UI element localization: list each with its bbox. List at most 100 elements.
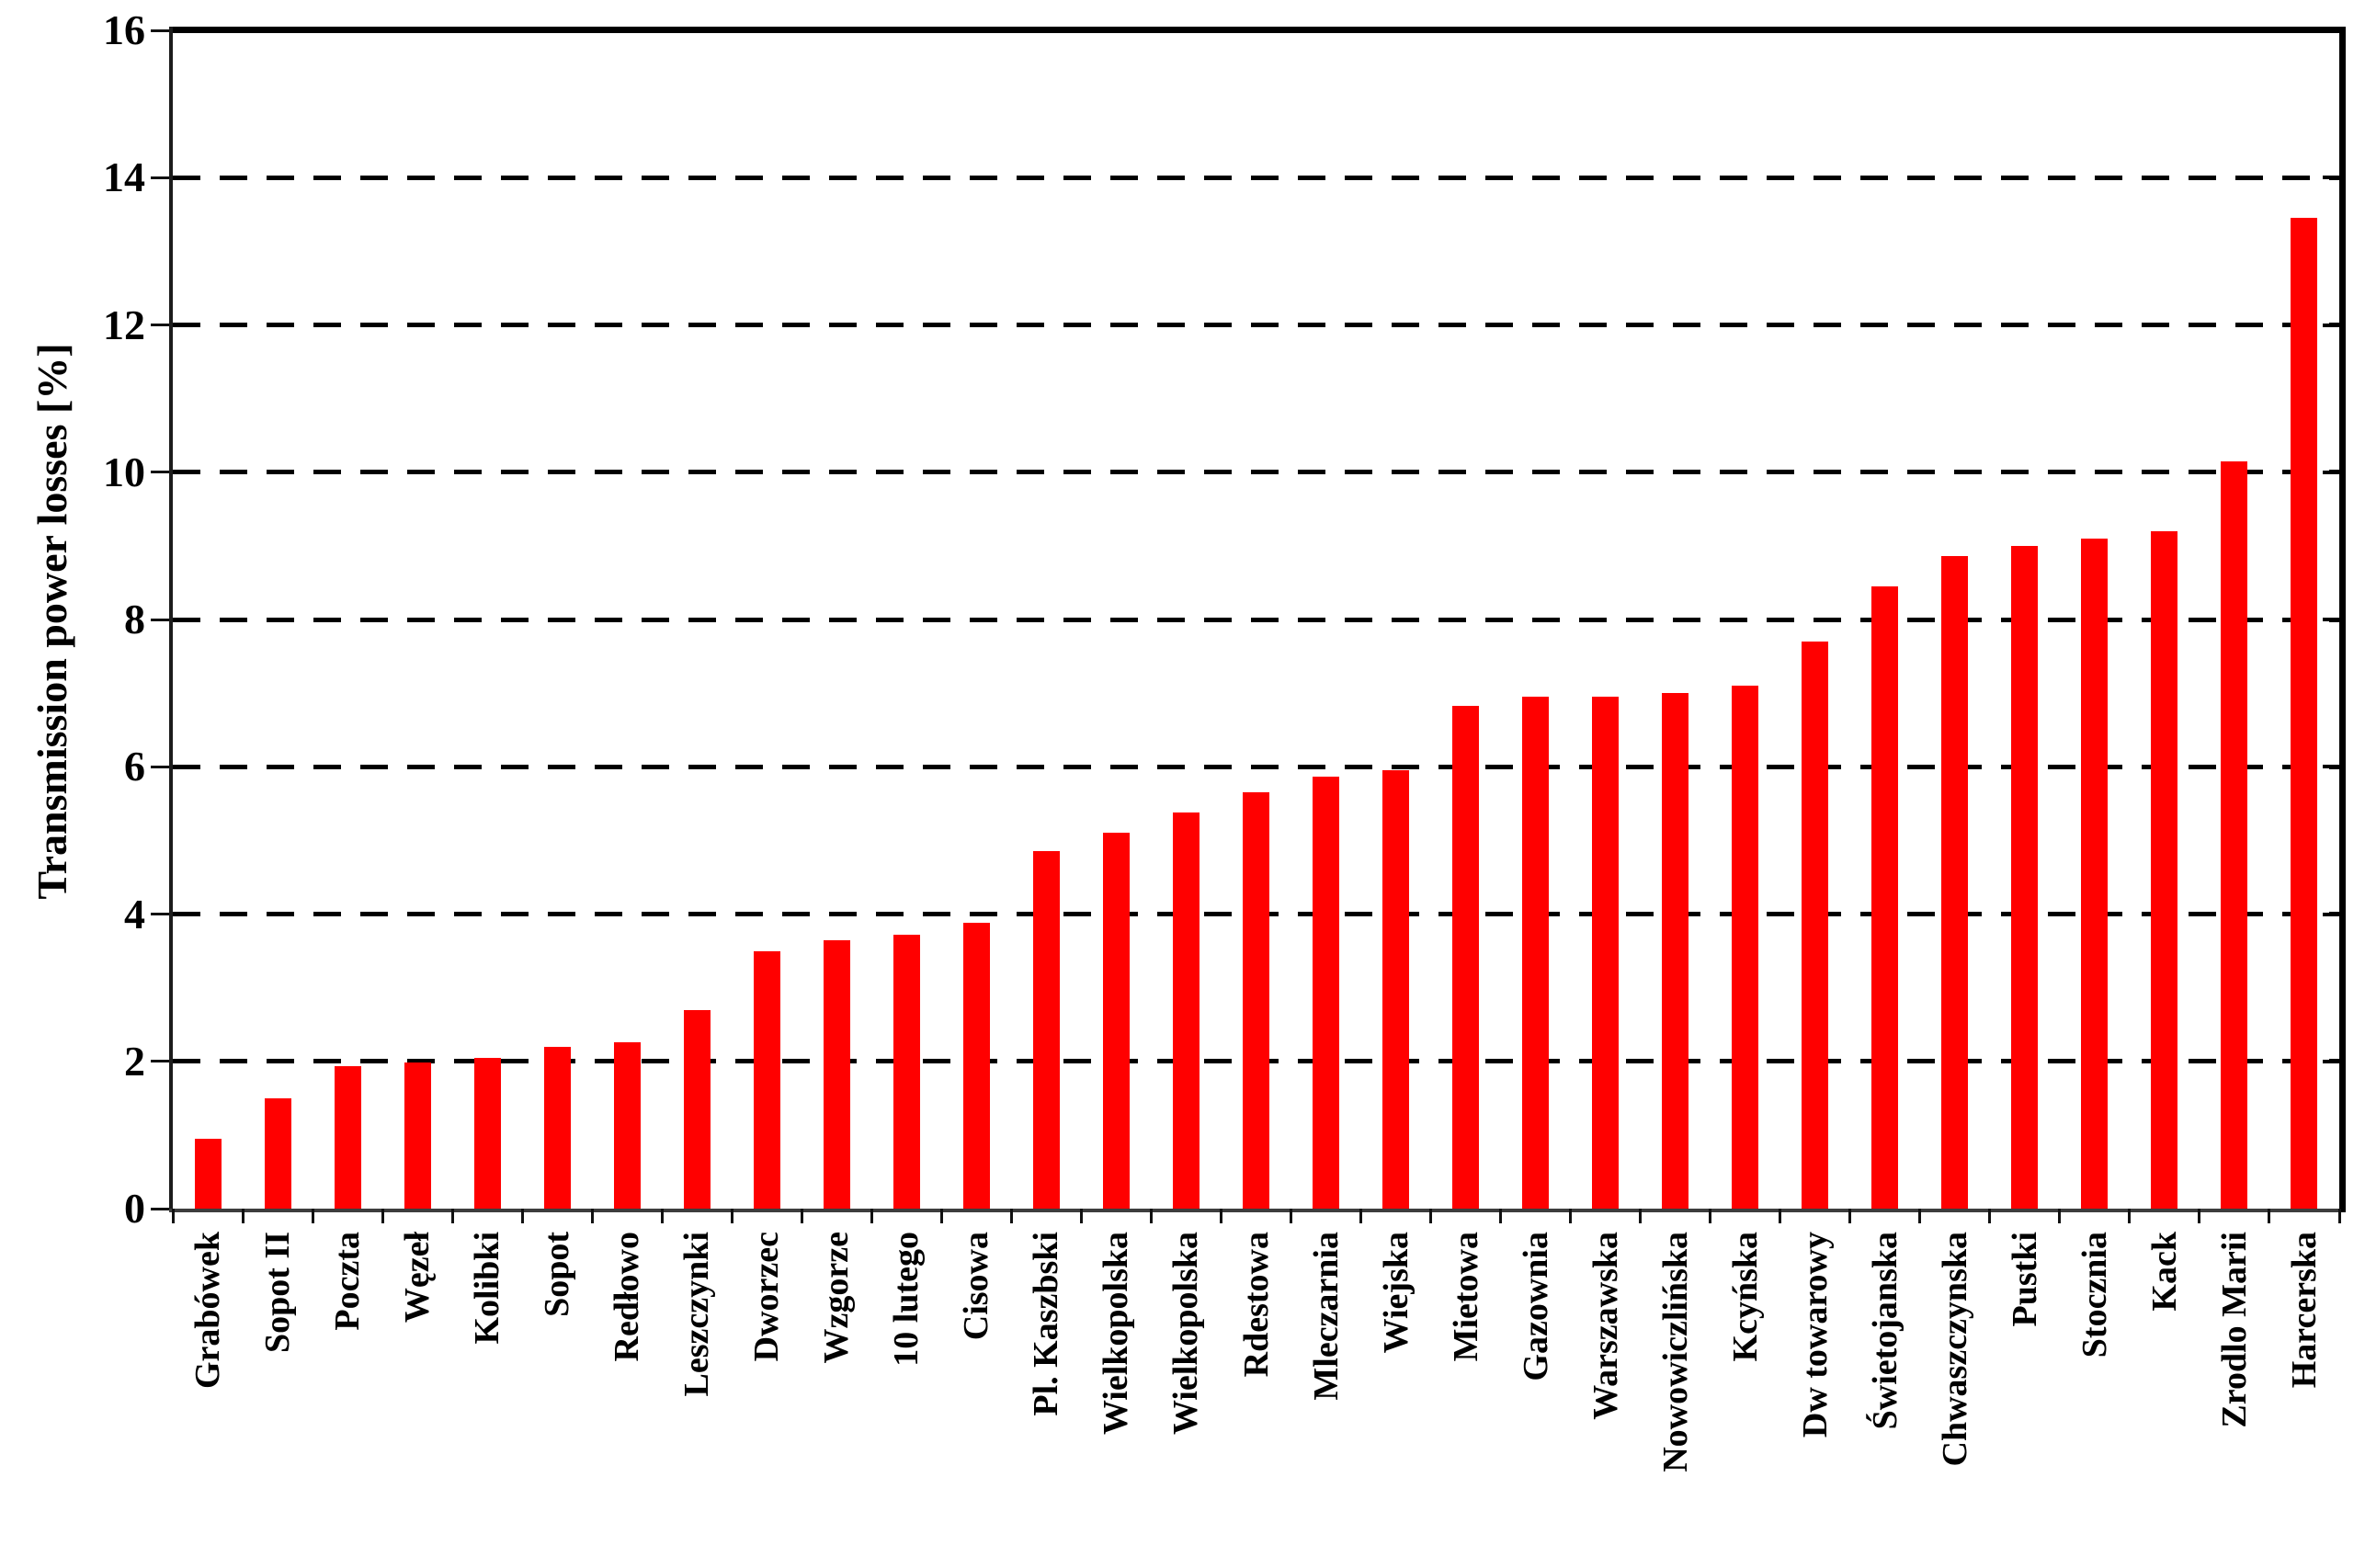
bar xyxy=(1313,777,1340,1209)
x-tick-label: Pustki xyxy=(2005,1232,2044,1327)
x-tick-label: 10 lutego xyxy=(887,1232,927,1367)
y-axis-tick xyxy=(151,1207,169,1210)
x-tick-label: Sopot II xyxy=(258,1232,298,1353)
bar xyxy=(1871,585,1899,1209)
bar xyxy=(1732,686,1759,1209)
bar xyxy=(1522,697,1550,1209)
x-tick-label: Grabówek xyxy=(188,1232,228,1389)
bar xyxy=(1941,556,1969,1209)
x-axis-tick xyxy=(1219,1209,1222,1223)
x-axis-tick xyxy=(520,1209,524,1223)
x-axis-tick xyxy=(1499,1209,1503,1223)
x-axis-tick xyxy=(2058,1209,2062,1223)
x-axis-tick xyxy=(450,1209,454,1223)
bar xyxy=(334,1066,361,1209)
x-tick-label: Nowowiczlińska xyxy=(1655,1232,1695,1472)
x-tick-label: Leszczynki xyxy=(677,1232,717,1397)
gridline xyxy=(173,764,2339,769)
x-tick-label: Wielkopolska xyxy=(1166,1232,1206,1436)
y-tick-label: 10 xyxy=(103,448,145,495)
gridline xyxy=(173,470,2339,475)
bar xyxy=(962,923,990,1209)
x-tick-label: Kolibki xyxy=(468,1232,507,1345)
bar xyxy=(1662,693,1689,1209)
right-axis-tick xyxy=(2323,912,2339,916)
x-tick-label: Warszawska xyxy=(1586,1232,1625,1420)
y-tick-label: 8 xyxy=(124,596,145,642)
right-axis-tick xyxy=(2323,618,2339,621)
x-axis-tick xyxy=(1918,1209,1922,1223)
x-tick-label: Wzgorze xyxy=(817,1232,857,1364)
y-axis-tick xyxy=(151,765,169,768)
right-axis-tick xyxy=(2323,176,2339,180)
bar xyxy=(1802,642,1829,1209)
y-axis-tick xyxy=(151,324,169,326)
x-axis-tick xyxy=(2337,1209,2341,1223)
bar xyxy=(2221,460,2248,1209)
x-tick-label: Redłowo xyxy=(608,1232,647,1362)
bar xyxy=(1382,770,1410,1209)
y-axis-tick xyxy=(151,913,169,915)
x-tick-label: Zrodlo Marii xyxy=(2214,1232,2254,1428)
y-axis-line xyxy=(169,27,173,1212)
bar xyxy=(194,1138,222,1209)
bar xyxy=(683,1009,711,1209)
x-axis-tick xyxy=(1009,1209,1013,1223)
bar xyxy=(264,1097,291,1209)
x-axis-tick xyxy=(1848,1209,1852,1223)
plot-top-border xyxy=(169,27,2346,33)
x-tick-label: Świetojanska xyxy=(1865,1232,1905,1430)
x-axis-tick xyxy=(730,1209,733,1223)
y-axis-tick xyxy=(151,28,169,32)
x-axis-tick xyxy=(1779,1209,1782,1223)
x-tick-label: Mleczarnia xyxy=(1306,1232,1346,1401)
x-axis-tick xyxy=(1290,1209,1293,1223)
y-tick-label: 0 xyxy=(124,1185,145,1232)
gridline xyxy=(173,323,2339,327)
x-tick-label: Chwaszczynska xyxy=(1935,1232,1974,1467)
x-tick-label: Stocznia xyxy=(2075,1232,2114,1358)
x-axis-tick xyxy=(939,1209,943,1223)
y-axis-tick xyxy=(151,1060,169,1063)
x-tick-label: Pl. Kaszbski xyxy=(1027,1232,1066,1416)
bar xyxy=(2151,530,2178,1209)
bar xyxy=(404,1062,431,1209)
bar xyxy=(2011,545,2039,1209)
y-tick-label: 6 xyxy=(124,743,145,790)
x-tick-label: Harcerska xyxy=(2284,1232,2324,1389)
x-axis-tick xyxy=(1988,1209,1992,1223)
x-axis-tick xyxy=(800,1209,803,1223)
y-axis-tick xyxy=(151,471,169,474)
x-tick-label: Kack xyxy=(2144,1232,2184,1312)
y-axis-tick xyxy=(151,618,169,621)
x-tick-label: Sopot xyxy=(538,1232,577,1317)
y-tick-label: 4 xyxy=(124,890,145,937)
x-axis-tick xyxy=(2268,1209,2271,1223)
y-tick-label: 16 xyxy=(103,6,145,53)
x-axis-tick xyxy=(1569,1209,1573,1223)
x-tick-label: Dw towarowy xyxy=(1795,1232,1835,1438)
x-tick-label: Wielkopolska xyxy=(1097,1232,1136,1436)
bar xyxy=(2081,538,2109,1209)
y-tick-label: 14 xyxy=(103,153,145,201)
x-axis-tick xyxy=(2198,1209,2201,1223)
x-tick-label: Kcyńska xyxy=(1725,1232,1765,1362)
x-tick-label: Węzeł xyxy=(398,1232,438,1324)
x-axis-tick xyxy=(1429,1209,1433,1223)
x-axis-tick xyxy=(311,1209,314,1223)
x-tick-label: Gazownia xyxy=(1516,1232,1555,1381)
right-axis-tick xyxy=(2323,765,2339,769)
x-axis-tick xyxy=(2128,1209,2132,1223)
right-axis-tick xyxy=(2323,323,2339,327)
bar xyxy=(1452,705,1480,1209)
bar xyxy=(1172,812,1200,1209)
plot-right-border xyxy=(2339,27,2346,1212)
x-axis-tick xyxy=(870,1209,873,1223)
y-tick-label: 2 xyxy=(124,1037,145,1085)
bar xyxy=(1032,851,1060,1209)
x-axis-tick xyxy=(1149,1209,1153,1223)
bar xyxy=(2291,218,2318,1209)
x-tick-label: Poczta xyxy=(328,1232,368,1331)
right-axis-tick xyxy=(2323,470,2339,474)
